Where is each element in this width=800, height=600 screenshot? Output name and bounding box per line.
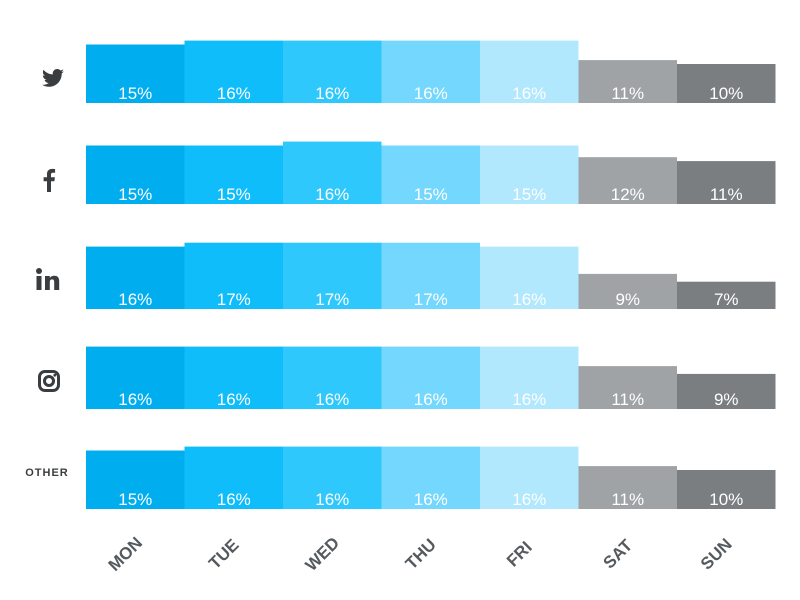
value-label-twitter-sat: 11% xyxy=(611,84,644,103)
value-label-facebook-mon: 15% xyxy=(118,185,152,204)
bar-linkedin-sun xyxy=(677,281,776,309)
bar-other-sun xyxy=(677,470,776,509)
value-label-linkedin-wed: 17% xyxy=(315,290,349,309)
value-label-other-mon: 15% xyxy=(118,490,152,509)
x-axis: MON TUE WED THU FRI SAT SUN xyxy=(105,533,736,574)
value-label-instagram-thu: 16% xyxy=(414,390,448,409)
value-label-linkedin-sat: 9% xyxy=(615,290,640,309)
bar-instagram-mon xyxy=(86,346,185,409)
bar-facebook-mon xyxy=(86,145,185,204)
value-label-twitter-mon: 15% xyxy=(118,84,152,103)
value-label-facebook-sat: 12% xyxy=(611,185,645,204)
value-label-facebook-fri: 15% xyxy=(512,185,546,204)
bar-facebook-wed xyxy=(283,141,382,204)
bar-other-wed xyxy=(283,446,382,509)
bar-twitter-sat xyxy=(578,60,677,103)
bar-twitter-mon xyxy=(86,44,185,103)
bar-linkedin-tue xyxy=(184,242,283,309)
bar-twitter-fri xyxy=(480,40,579,103)
bar-twitter-wed xyxy=(283,40,382,103)
x-tick-sun: SUN xyxy=(697,535,736,574)
bar-facebook-sat xyxy=(578,157,677,204)
bar-linkedin-fri xyxy=(480,246,579,309)
value-label-facebook-wed: 16% xyxy=(315,185,349,204)
facebook-icon xyxy=(43,168,56,192)
instagram-icon xyxy=(38,370,60,392)
value-label-linkedin-fri: 16% xyxy=(512,290,546,309)
row-label-other: OTHER xyxy=(25,467,69,479)
value-label-facebook-tue: 15% xyxy=(217,185,251,204)
value-label-other-thu: 16% xyxy=(414,490,448,509)
x-tick-sat: SAT xyxy=(600,535,637,572)
bar-twitter-tue xyxy=(184,40,283,103)
value-label-instagram-mon: 16% xyxy=(118,390,152,409)
bar-other-mon xyxy=(86,450,185,509)
linkedin-icon xyxy=(36,268,60,290)
value-label-twitter-fri: 16% xyxy=(512,84,546,103)
bar-linkedin-mon xyxy=(86,246,185,309)
value-label-linkedin-mon: 16% xyxy=(118,290,152,309)
bar-instagram-tue xyxy=(184,346,283,409)
value-label-twitter-sun: 10% xyxy=(709,84,743,103)
bar-facebook-tue xyxy=(184,145,283,204)
bar-facebook-sun xyxy=(677,161,776,204)
value-label-instagram-sat: 11% xyxy=(611,390,644,409)
bar-other-fri xyxy=(480,446,579,509)
bar-instagram-fri xyxy=(480,346,579,409)
value-label-other-fri: 16% xyxy=(512,490,546,509)
x-tick-wed: WED xyxy=(302,533,343,574)
twitter-icon xyxy=(42,69,64,87)
bar-instagram-sun xyxy=(677,373,776,409)
value-label-facebook-thu: 15% xyxy=(414,185,448,204)
value-label-other-sun: 10% xyxy=(709,490,743,509)
x-tick-mon: MON xyxy=(105,533,146,574)
bar-linkedin-wed xyxy=(283,242,382,309)
bar-other-sat xyxy=(578,466,677,509)
bar-facebook-fri xyxy=(480,145,579,204)
bars: 15% 16% 16% 16% 16% 11% 10% 15% 15% 16% 15% 15% 12% 1… xyxy=(86,40,776,509)
bar-other-thu xyxy=(381,446,480,509)
bar-instagram-thu xyxy=(381,346,480,409)
value-label-instagram-sun: 9% xyxy=(714,390,739,409)
value-label-twitter-wed: 16% xyxy=(315,84,349,103)
row-labels: OTHER xyxy=(25,69,69,479)
bar-linkedin-thu xyxy=(381,242,480,309)
bar-linkedin-sat xyxy=(578,273,677,309)
bar-twitter-sun xyxy=(677,64,776,103)
value-label-twitter-thu: 16% xyxy=(414,84,448,103)
value-label-instagram-tue: 16% xyxy=(217,390,251,409)
value-label-other-wed: 16% xyxy=(315,490,349,509)
value-label-other-tue: 16% xyxy=(217,490,251,509)
bar-twitter-thu xyxy=(381,40,480,103)
x-tick-fri: FRI xyxy=(503,538,536,571)
bar-instagram-sat xyxy=(578,366,677,409)
value-label-twitter-tue: 16% xyxy=(217,84,251,103)
value-label-facebook-sun: 11% xyxy=(710,185,743,204)
bar-instagram-wed xyxy=(283,346,382,409)
x-tick-thu: THU xyxy=(402,535,440,573)
value-label-instagram-wed: 16% xyxy=(315,390,349,409)
value-label-linkedin-tue: 17% xyxy=(217,290,251,309)
value-label-linkedin-thu: 17% xyxy=(414,290,448,309)
value-label-instagram-fri: 16% xyxy=(512,390,546,409)
bar-other-tue xyxy=(184,446,283,509)
bar-facebook-thu xyxy=(381,145,480,204)
x-tick-tue: TUE xyxy=(205,535,242,572)
value-label-linkedin-sun: 7% xyxy=(714,290,739,309)
value-label-other-sat: 11% xyxy=(611,490,644,509)
